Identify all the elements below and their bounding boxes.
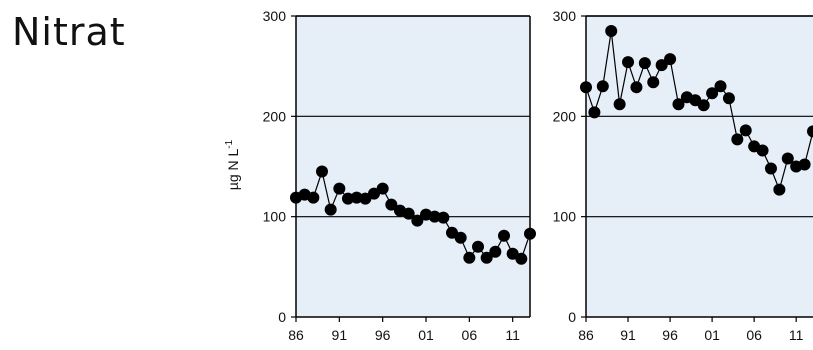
data-point (773, 183, 786, 196)
data-point (630, 81, 643, 94)
data-point (489, 245, 502, 258)
y-tick-label: 300 (263, 8, 287, 24)
y-tick-label: 0 (568, 309, 576, 325)
data-point (307, 191, 320, 204)
data-point (798, 158, 811, 171)
data-point (428, 210, 441, 223)
y-tick-label: 200 (553, 108, 577, 124)
series-group (580, 25, 813, 196)
x-tick-label: 01 (418, 327, 434, 343)
x-tick-label: 06 (462, 327, 478, 343)
data-point (647, 76, 660, 89)
x-tick-label: 11 (789, 327, 804, 343)
chart-nitrat-right: 0 100 200 300 86 91 96 01 06 11 (553, 8, 813, 343)
x-tick-label: 91 (332, 327, 348, 343)
plot-area (586, 16, 813, 317)
y-tick-label: 300 (553, 8, 577, 24)
data-point (781, 152, 794, 165)
y-tick-label: 200 (263, 108, 287, 124)
x-axis-ticks: 86 91 96 01 06 11 (578, 317, 804, 343)
data-point (402, 207, 415, 220)
series-group (290, 165, 536, 265)
data-point (498, 229, 510, 242)
data-point (697, 99, 710, 112)
y-tick-label: 100 (263, 209, 287, 225)
chart-nitrat-left: 0 100 200 300 86 91 96 01 06 11 µg N L-1 (224, 8, 536, 343)
data-point (731, 133, 744, 146)
x-tick-label: 86 (578, 327, 594, 343)
data-point (722, 92, 735, 105)
data-point (385, 198, 398, 211)
x-tick-label: 96 (662, 327, 678, 343)
data-point (324, 203, 337, 216)
data-point (333, 182, 346, 195)
data-point (350, 191, 363, 204)
plot-frame (585, 15, 813, 318)
data-point (596, 80, 609, 93)
x-tick-label: 06 (746, 327, 762, 343)
data-point (506, 247, 519, 260)
data-point (622, 56, 635, 69)
x-tick-label: 96 (375, 327, 391, 343)
x-tick-label: 86 (288, 327, 304, 343)
data-point (714, 80, 727, 93)
data-point (342, 192, 354, 205)
x-axis-ticks: 86 91 96 01 06 11 (288, 317, 520, 343)
y-axis-ticks: 0 100 200 300 (263, 8, 296, 325)
y-tick-label: 0 (278, 309, 286, 325)
x-tick-label: 91 (620, 327, 636, 343)
data-point (515, 252, 528, 265)
y-axis-label-main: µg N L (225, 148, 241, 190)
y-axis-ticks: 0 100 200 300 (553, 8, 586, 325)
data-point (463, 251, 476, 264)
data-point (316, 165, 328, 178)
y-axis-label-superscript: -1 (224, 139, 235, 148)
page-title: Nitrat (12, 10, 126, 54)
data-point (359, 192, 372, 205)
data-point (368, 187, 380, 200)
data-point (807, 125, 813, 138)
data-point (739, 124, 752, 137)
x-tick-label: 11 (505, 327, 520, 343)
data-point (454, 231, 467, 244)
data-point (664, 53, 677, 66)
plot-frame (295, 15, 531, 318)
plot-area (296, 16, 530, 317)
data-point (638, 57, 651, 70)
data-point (706, 87, 719, 100)
data-point (605, 25, 618, 38)
data-point (764, 162, 777, 175)
data-point (756, 144, 769, 157)
data-point (411, 214, 424, 227)
data-point (672, 98, 685, 111)
data-point (376, 182, 389, 195)
data-point (472, 240, 484, 253)
data-point (613, 98, 626, 111)
data-point (480, 251, 493, 264)
data-point (437, 211, 450, 224)
y-axis-label: µg N L-1 (224, 139, 241, 190)
data-point (588, 106, 601, 119)
data-point (446, 226, 458, 239)
x-tick-label: 01 (704, 327, 720, 343)
data-point (655, 59, 668, 72)
y-tick-label: 100 (553, 209, 577, 225)
